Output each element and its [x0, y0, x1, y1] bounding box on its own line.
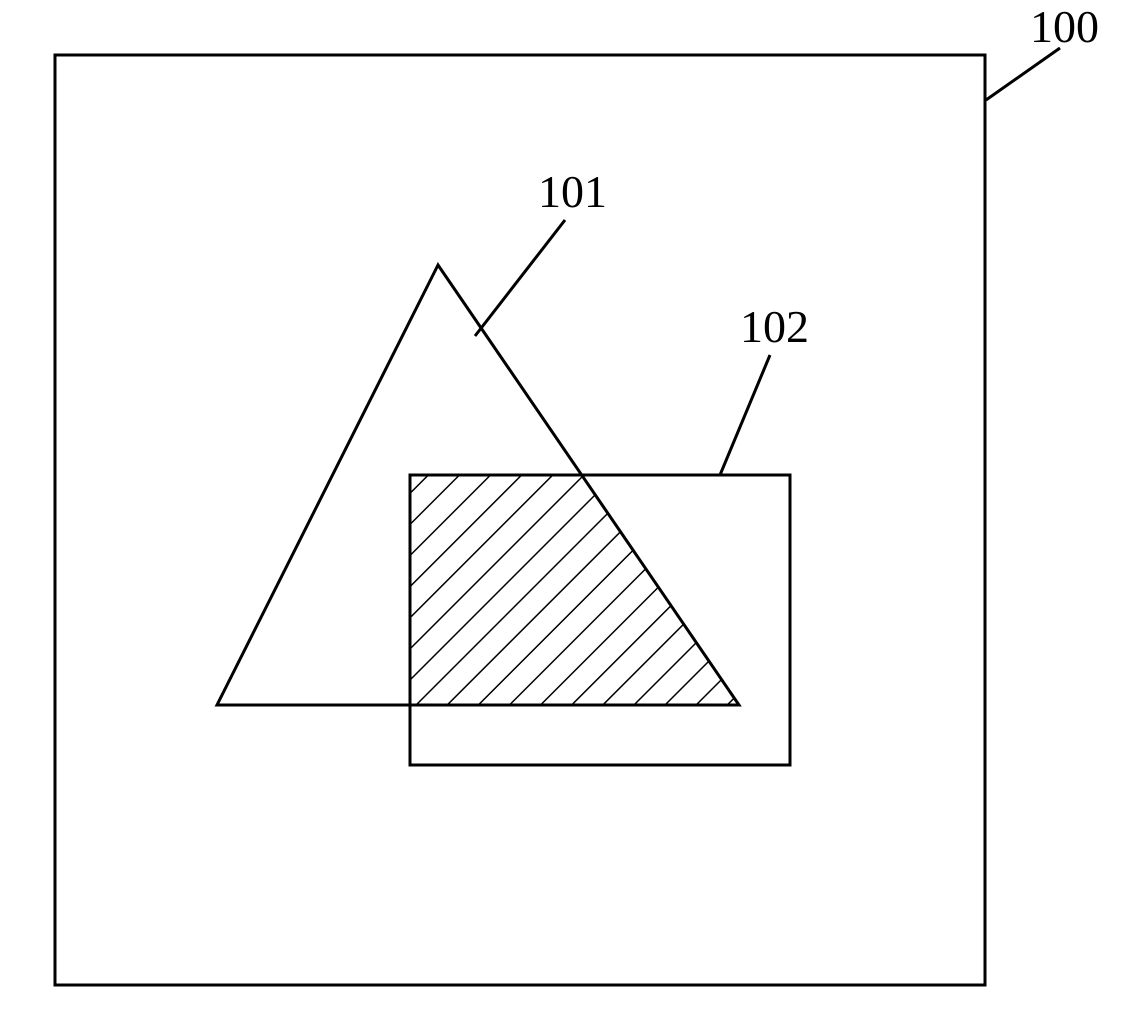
intersection-hatched: [410, 475, 790, 765]
leader-101: [475, 220, 565, 336]
leader-102: [720, 355, 770, 475]
label-102: 102: [740, 300, 809, 353]
leader-100: [986, 48, 1060, 100]
diagram-canvas: 100 101 102: [0, 0, 1132, 1018]
label-101: 101: [538, 165, 607, 218]
label-100: 100: [1030, 0, 1099, 53]
diagram-svg: [0, 0, 1132, 1018]
